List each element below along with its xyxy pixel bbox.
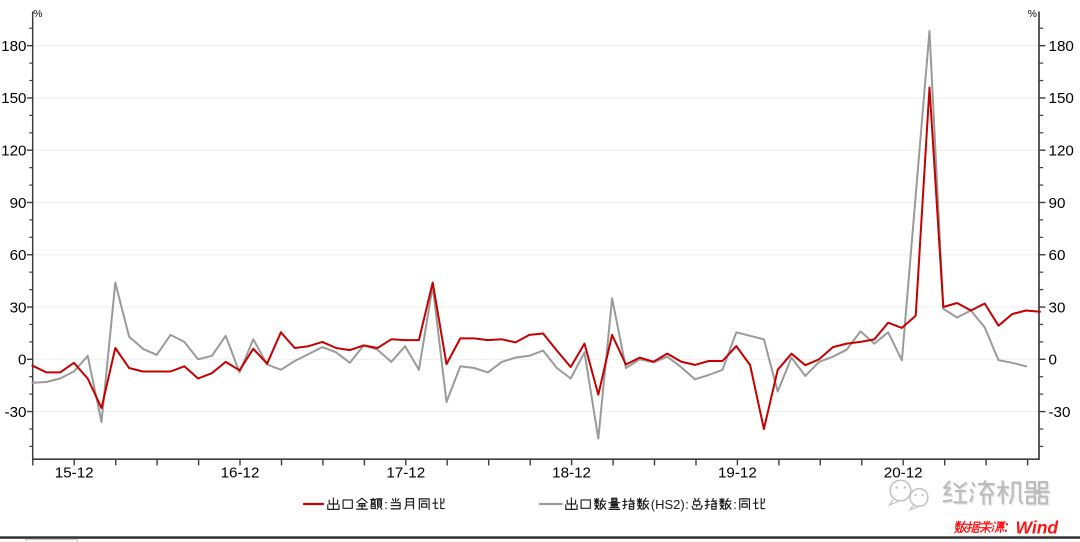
svg-text:60: 60 xyxy=(1049,247,1066,264)
svg-text:120: 120 xyxy=(1049,143,1074,160)
svg-text:16-12: 16-12 xyxy=(221,465,260,482)
svg-text:-30: -30 xyxy=(5,404,27,421)
svg-text::: : xyxy=(384,497,388,512)
svg-text:18-12: 18-12 xyxy=(552,465,591,482)
svg-text:150: 150 xyxy=(1,90,26,107)
svg-text:17-12: 17-12 xyxy=(386,465,425,482)
svg-text:30: 30 xyxy=(10,299,27,316)
svg-text:0: 0 xyxy=(18,352,26,369)
svg-text:90: 90 xyxy=(10,195,27,212)
svg-text:60: 60 xyxy=(10,247,27,264)
svg-text:30: 30 xyxy=(1049,299,1066,316)
svg-text:%: % xyxy=(33,9,42,20)
svg-text:Wind: Wind xyxy=(1016,518,1059,538)
svg-text:(HS2): (HS2) xyxy=(651,497,685,512)
svg-text:0: 0 xyxy=(1049,352,1057,369)
svg-text::: : xyxy=(685,497,689,512)
svg-text:120: 120 xyxy=(1,143,26,160)
svg-text:-30: -30 xyxy=(1049,404,1071,421)
svg-text:90: 90 xyxy=(1049,195,1066,212)
svg-text:180: 180 xyxy=(1049,38,1074,55)
svg-text:15-12: 15-12 xyxy=(55,465,94,482)
svg-text:20-12: 20-12 xyxy=(884,465,923,482)
svg-text:180: 180 xyxy=(1,38,26,55)
svg-text:19-12: 19-12 xyxy=(718,465,757,482)
svg-text:%: % xyxy=(1028,9,1037,20)
svg-text:150: 150 xyxy=(1049,90,1074,107)
svg-text::: : xyxy=(733,497,737,512)
